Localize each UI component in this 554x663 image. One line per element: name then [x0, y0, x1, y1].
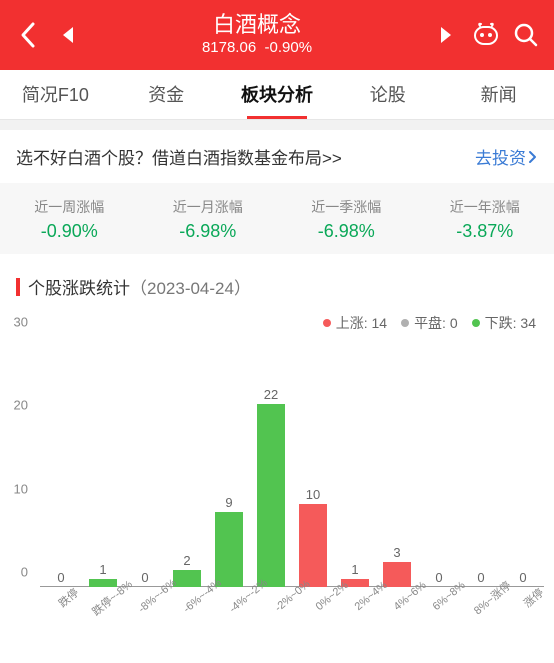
promo-link[interactable]: 去投资 [475, 144, 538, 169]
stat-value: -0.90% [0, 221, 139, 242]
bar-column: 0 [124, 337, 166, 587]
header: 白酒概念 8178.06 -0.90% [0, 0, 554, 70]
stat-label: 近一季涨幅 [277, 197, 416, 217]
back-button[interactable] [8, 21, 48, 49]
tab-analysis[interactable]: 板块分析 [222, 70, 333, 119]
period-stats: 近一周涨幅 -0.90% 近一月涨幅 -6.98% 近一季涨幅 -6.98% 近… [0, 183, 554, 254]
bar-column: 3 [376, 337, 418, 587]
tab-funds[interactable]: 资金 [111, 70, 222, 119]
bar-value-label: 0 [519, 570, 526, 585]
bar-value-label: 2 [183, 553, 190, 568]
bar-value-label: 0 [141, 570, 148, 585]
bar [299, 504, 328, 587]
robot-icon[interactable] [466, 22, 506, 48]
stat-quarter: 近一季涨幅 -6.98% [277, 197, 416, 242]
stat-month: 近一月涨幅 -6.98% [139, 197, 278, 242]
bar-column: 1 [334, 337, 376, 587]
y-tick: 10 [14, 481, 28, 496]
bar [257, 404, 286, 587]
next-button[interactable] [426, 25, 466, 45]
promo-text: 选不好白酒个股？借道白酒指数基金布局>> [16, 144, 342, 169]
dot-icon [472, 319, 480, 327]
bar-column: 0 [460, 337, 502, 587]
section-title: 个股涨跌统计（2023-04-24） [0, 260, 554, 307]
sector-title: 白酒概念 [88, 12, 426, 38]
promo-bar[interactable]: 选不好白酒个股？借道白酒指数基金布局>> 去投资 [0, 130, 554, 183]
spacer [0, 120, 554, 130]
promo-link-label: 去投资 [475, 144, 526, 169]
change-pct: -0.90% [265, 39, 313, 56]
stat-value: -3.87% [416, 221, 554, 242]
bar-column: 0 [502, 337, 544, 587]
chevron-right-icon [528, 150, 538, 164]
bar-value-label: 0 [435, 570, 442, 585]
bars-container: 01029221013000 [40, 337, 544, 587]
tab-discuss[interactable]: 论股 [332, 70, 443, 119]
bar-value-label: 10 [306, 487, 320, 502]
section-title-text: 个股涨跌统计 [28, 274, 130, 299]
bar-value-label: 3 [393, 545, 400, 560]
bar-value-label: 1 [351, 562, 358, 577]
legend-down: 下跌: 34 [472, 313, 536, 333]
dot-icon [323, 319, 331, 327]
bar-column: 1 [82, 337, 124, 587]
sector-subtitle: 8178.06 -0.90% [88, 38, 426, 58]
section-date: （2023-04-24） [130, 274, 251, 299]
y-tick: 0 [21, 565, 28, 580]
bar-value-label: 9 [225, 495, 232, 510]
bar-chart: 0102030 01029221013000 跌停跌停~-8%-8%~-6%-6… [0, 337, 554, 637]
bar-column: 9 [208, 337, 250, 587]
y-tick: 30 [14, 315, 28, 330]
tab-news[interactable]: 新闻 [443, 70, 554, 119]
legend-up: 上涨: 14 [323, 313, 387, 333]
search-icon[interactable] [506, 22, 546, 48]
tabs: 简况F10 资金 板块分析 论股 新闻 [0, 70, 554, 120]
chart-legend: 上涨: 14 平盘: 0 下跌: 34 [0, 307, 554, 337]
x-labels: 跌停跌停~-8%-8%~-6%-6%~-4%-4%~-2%-2%~0%0%~2%… [40, 587, 544, 637]
dot-icon [401, 319, 409, 327]
stat-label: 近一年涨幅 [416, 197, 554, 217]
prev-button[interactable] [48, 25, 88, 45]
bar [215, 512, 244, 587]
bar-value-label: 0 [477, 570, 484, 585]
stat-year: 近一年涨幅 -3.87% [416, 197, 554, 242]
stat-value: -6.98% [277, 221, 416, 242]
tab-profile[interactable]: 简况F10 [0, 70, 111, 119]
stat-label: 近一周涨幅 [0, 197, 139, 217]
bar-value-label: 22 [264, 387, 278, 402]
bar-column: 0 [40, 337, 82, 587]
bar-column: 10 [292, 337, 334, 587]
bar-column: 22 [250, 337, 292, 587]
stat-week: 近一周涨幅 -0.90% [0, 197, 139, 242]
bar-value-label: 1 [99, 562, 106, 577]
y-tick: 20 [14, 398, 28, 413]
stat-value: -6.98% [139, 221, 278, 242]
index-value: 8178.06 [202, 39, 256, 56]
plot-area: 01029221013000 [40, 337, 544, 587]
legend-flat: 平盘: 0 [401, 313, 458, 333]
y-axis: 0102030 [0, 337, 34, 587]
stat-label: 近一月涨幅 [139, 197, 278, 217]
bar-column: 0 [418, 337, 460, 587]
title-block: 白酒概念 8178.06 -0.90% [88, 12, 426, 58]
bar-column: 2 [166, 337, 208, 587]
